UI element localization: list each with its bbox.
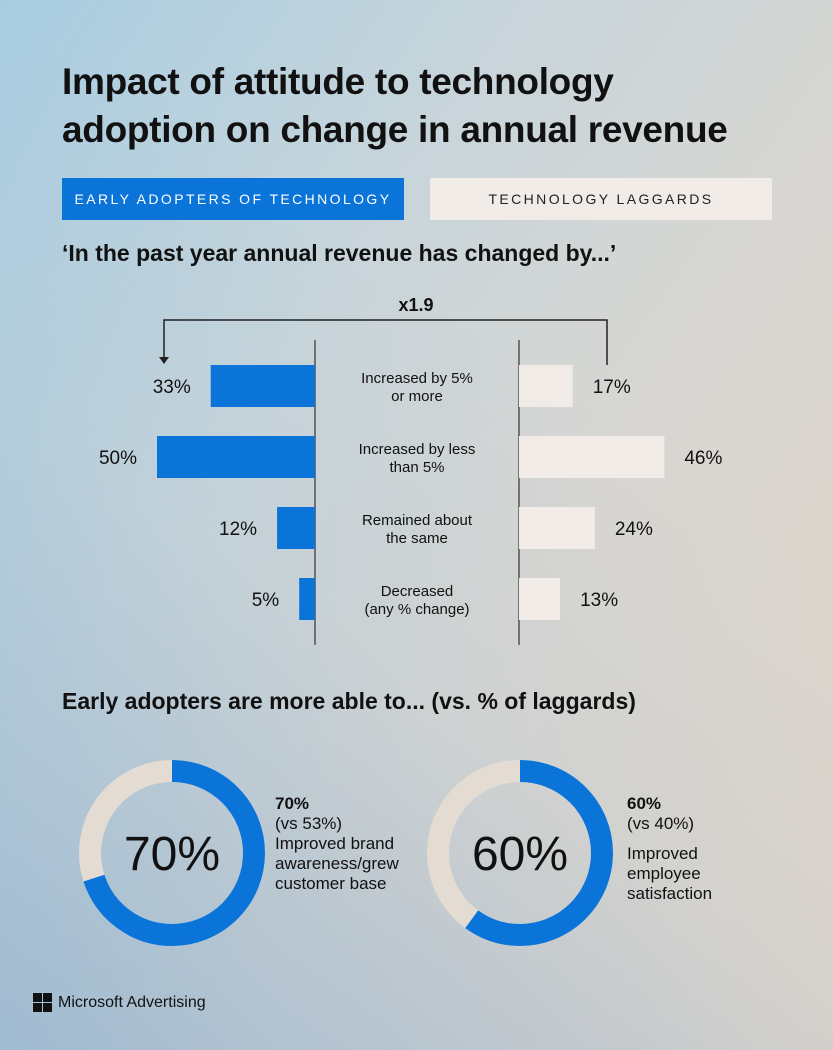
page-title: Impact of attitude to technology adoptio…: [62, 58, 728, 154]
annotation-desc: satisfaction: [627, 884, 713, 903]
data-label-early: 50%: [99, 448, 137, 469]
annotation-desc: Improved: [627, 844, 698, 863]
chart-question: ‘In the past year annual revenue has cha…: [62, 240, 617, 266]
donut-annotation-2: 60% (vs 40%) Improved employee satisfact…: [627, 794, 712, 904]
data-label-early: 5%: [252, 590, 280, 611]
title-line-1: Impact of attitude to technology: [62, 61, 614, 102]
data-label-laggards: 46%: [684, 448, 722, 469]
donut-segment: [79, 760, 265, 946]
data-label-laggards: 13%: [580, 590, 618, 611]
title-line-2: adoption on change in annual revenue: [62, 109, 728, 150]
annotation-desc: employee: [627, 864, 701, 883]
annotation-headline: 60%: [627, 794, 662, 813]
donut-annotation-1: 70% (vs 53%) Improved brand awareness/gr…: [275, 794, 399, 894]
bar-laggards: [519, 578, 561, 620]
legend-early-adopters: EARLY ADOPTERS OF TECHNOLOGY: [62, 178, 404, 220]
annotation-desc: customer base: [275, 874, 387, 893]
category-label: Remained about: [362, 512, 473, 529]
legend-laggards: TECHNOLOGY LAGGARDS: [430, 178, 772, 220]
bar-early-adopters: [277, 507, 315, 549]
donut-segment: [427, 760, 613, 946]
bar-early-adopters: [299, 578, 315, 620]
category-label: Increased by less: [359, 441, 476, 458]
donut-center-label: 60%: [472, 828, 568, 881]
microsoft-logo-icon: [33, 993, 52, 1012]
subheading: Early adopters are more able to... (vs. …: [62, 688, 636, 714]
annotation-desc: Improved brand: [275, 834, 395, 853]
data-label-early: 12%: [219, 519, 257, 540]
category-label: Decreased: [381, 583, 454, 600]
bar-laggards: [519, 365, 573, 407]
bar-laggards: [519, 507, 595, 549]
category-label: or more: [391, 388, 443, 405]
brand-name: Microsoft Advertising: [58, 993, 206, 1011]
bar-early-adopters: [210, 365, 315, 407]
annotation-comparison: (vs 53%): [275, 814, 343, 833]
bar-laggards: [519, 436, 665, 478]
annotation-comparison: (vs 40%): [627, 814, 695, 833]
arrow-down-icon: [159, 357, 169, 364]
data-label-early: 33%: [153, 377, 191, 398]
data-label-laggards: 17%: [593, 377, 631, 398]
category-label: than 5%: [389, 459, 444, 476]
category-label: Increased by 5%: [361, 370, 473, 387]
multiplier-label: x1.9: [398, 295, 433, 315]
annotation-headline: 70%: [275, 794, 310, 813]
donut-center-label: 70%: [124, 828, 220, 881]
microsoft-advertising-logo: Microsoft Advertising: [33, 993, 206, 1012]
annotation-desc: awareness/grew: [275, 854, 399, 873]
category-label: (any % change): [364, 601, 469, 618]
data-label-laggards: 24%: [615, 519, 653, 540]
category-label: the same: [386, 530, 448, 547]
bar-early-adopters: [157, 436, 315, 478]
multiplier-bracket: [163, 319, 608, 365]
